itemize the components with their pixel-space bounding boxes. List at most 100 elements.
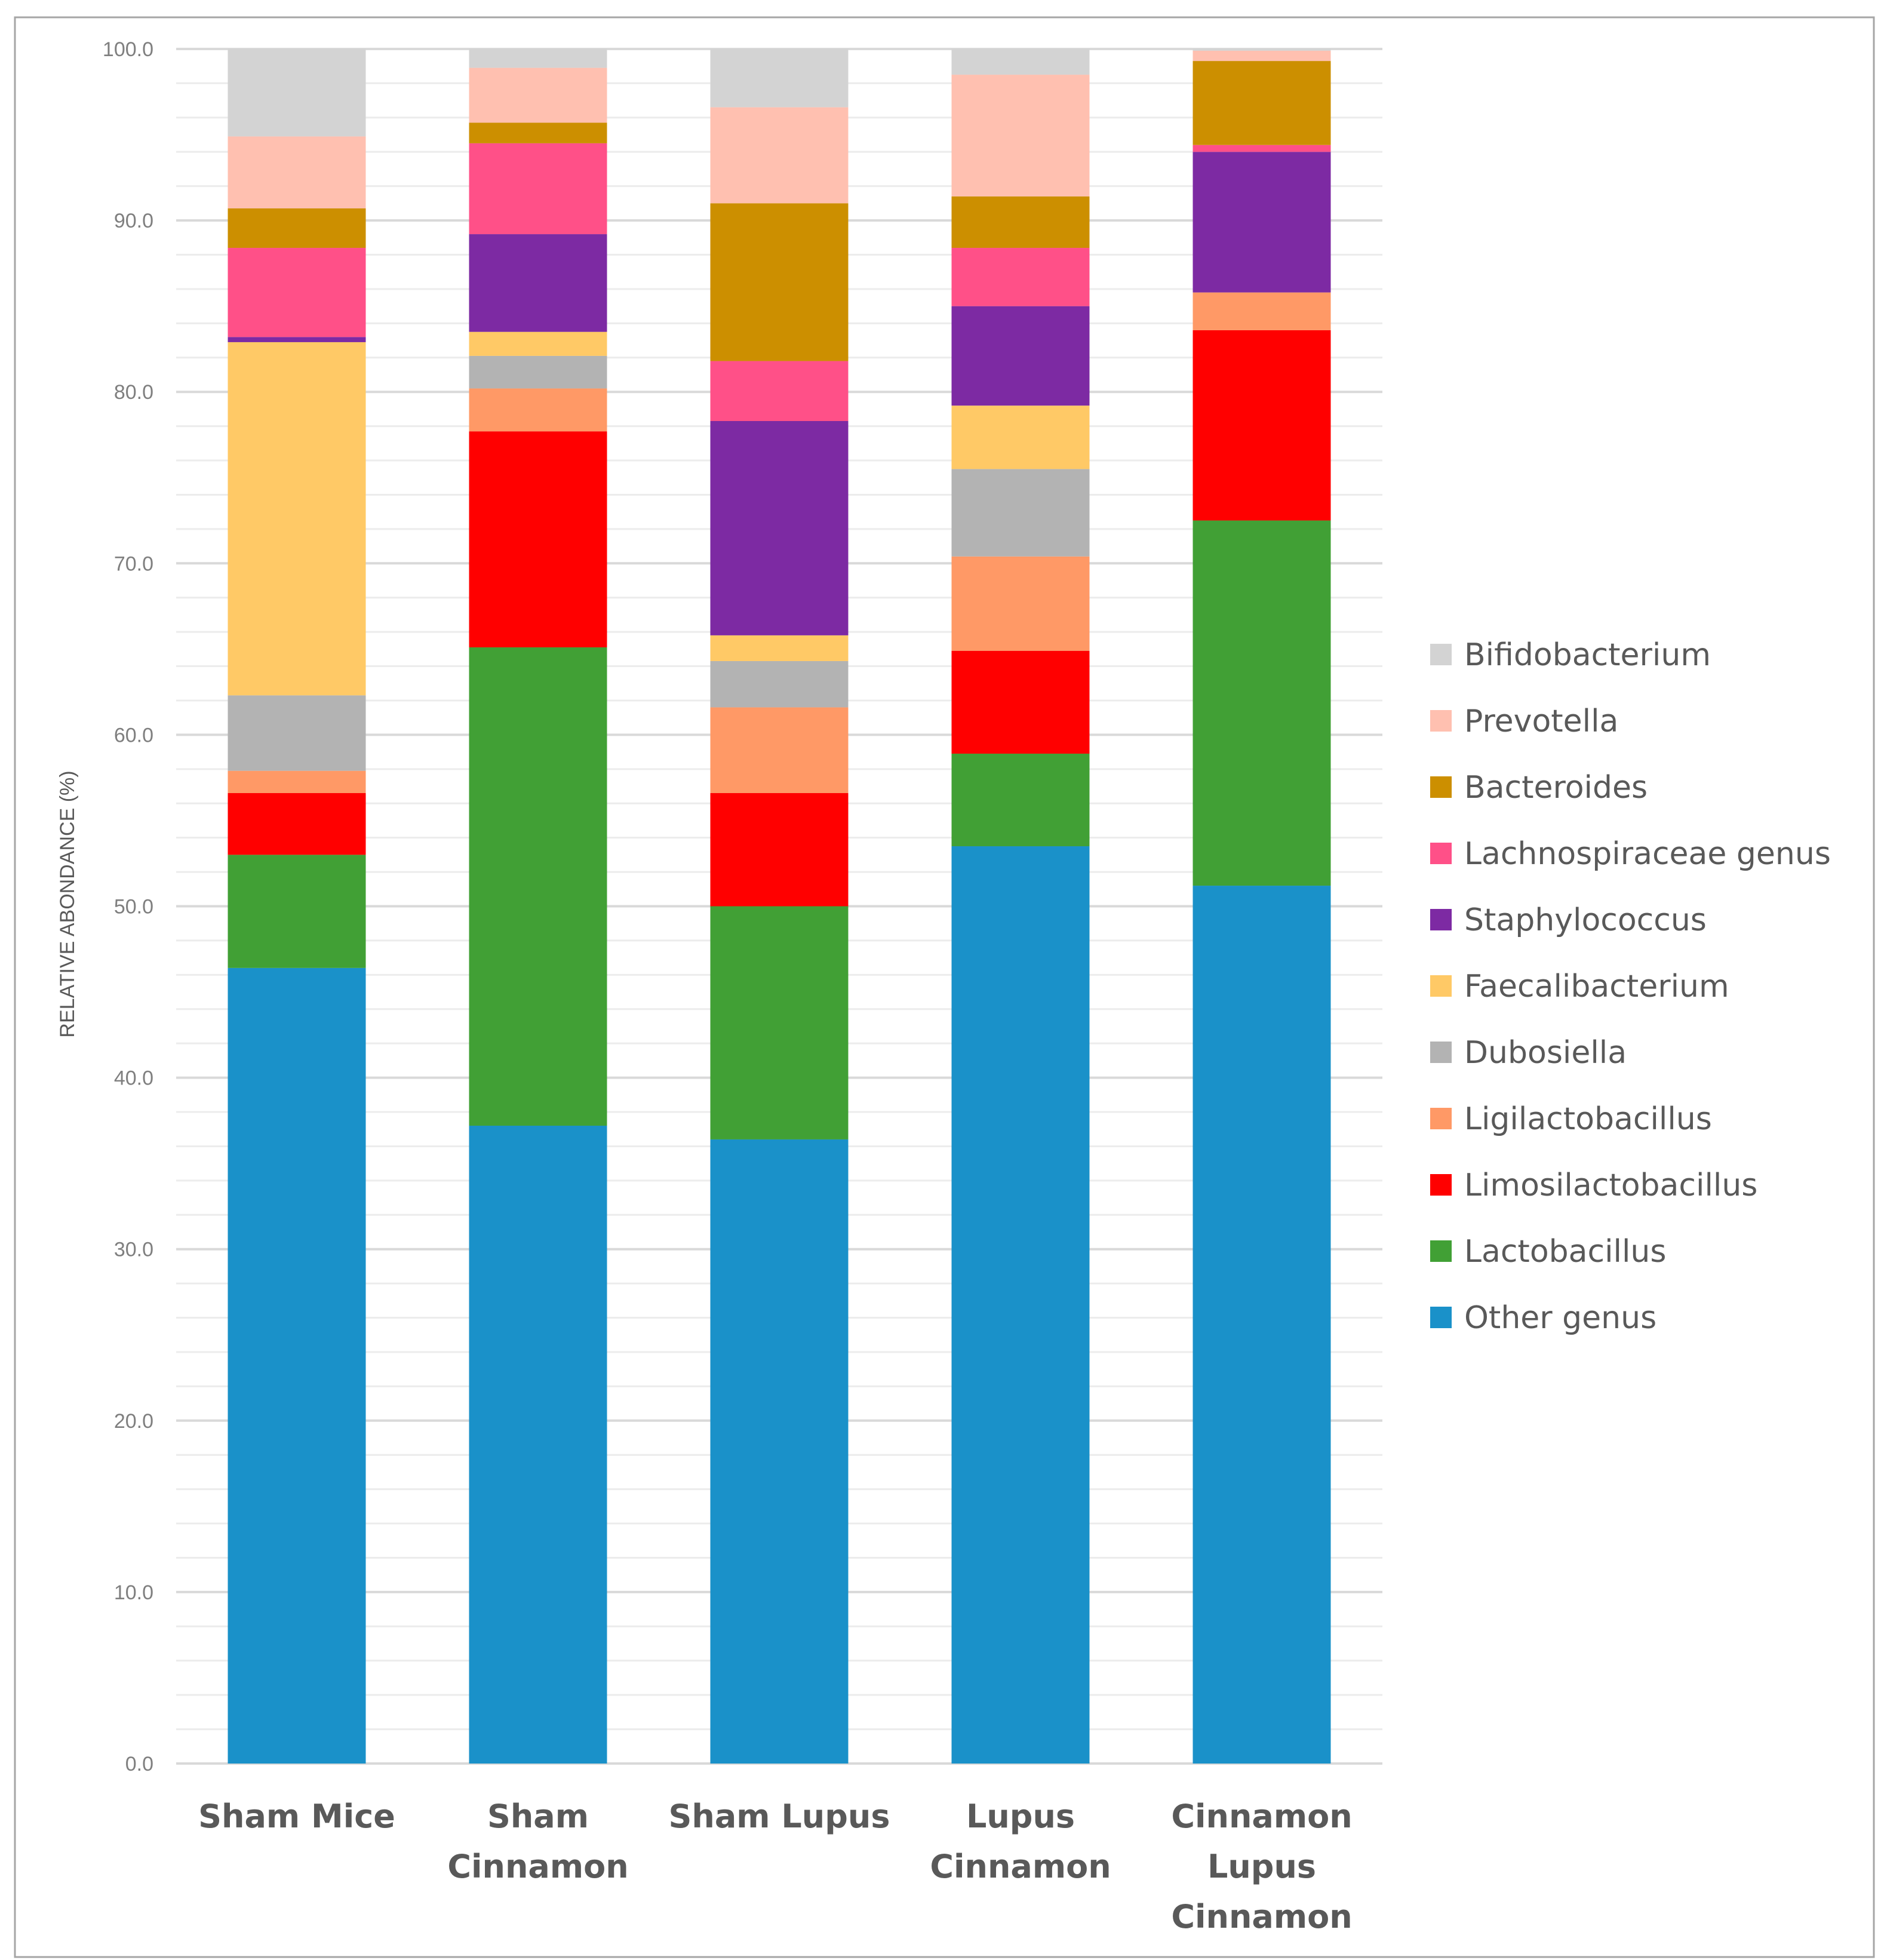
bar-segment-lactobacillus xyxy=(1193,520,1331,886)
bar-segment-dubosiella xyxy=(228,695,366,771)
bar-segment-lactobacillus xyxy=(469,647,607,1126)
legend-swatch xyxy=(1430,1307,1452,1328)
bar-segment-ligilactobacillus xyxy=(710,707,849,794)
legend-label: Lachnospiraceae genus xyxy=(1464,836,1831,872)
legend: Bifidobacterium Prevotella Bacteroides Lach… xyxy=(1430,637,1831,1336)
bar-segment-ligilactobacillus xyxy=(228,770,366,794)
bar-segment-staphylococcus xyxy=(1193,152,1331,293)
legend-swatch xyxy=(1430,843,1452,864)
bar-segment-prevotella xyxy=(228,136,366,209)
bar-segment-dubosiella xyxy=(469,355,607,389)
legend-label: Ligilactobacillus xyxy=(1464,1101,1712,1137)
legend-swatch xyxy=(1430,1042,1452,1063)
y-tick-label: 20.0 xyxy=(114,1410,153,1433)
bar-segment-bifidobacterium xyxy=(1193,49,1331,51)
legend-label: Limosilactobacillus xyxy=(1464,1168,1757,1203)
bar-segment-other-genus xyxy=(469,1125,607,1764)
bar-segment-prevotella xyxy=(710,107,849,204)
bar-segment-dubosiella xyxy=(951,469,1090,557)
bar-segment-limosilactobacillus xyxy=(228,793,366,855)
y-tick-label: 40.0 xyxy=(114,1067,153,1090)
y-tick-label: 10.0 xyxy=(114,1581,153,1604)
bar-segment-faecalibacterium xyxy=(228,342,366,696)
y-tick-label: 60.0 xyxy=(114,724,153,746)
legend-label: Prevotella xyxy=(1464,703,1618,739)
bar-segment-bacteroides xyxy=(951,196,1090,248)
category-label: Cinnamon xyxy=(1171,1898,1352,1936)
bar-segment-bifidobacterium xyxy=(951,49,1090,75)
bar-segment-ligilactobacillus xyxy=(469,388,607,432)
legend-swatch xyxy=(1430,644,1452,665)
bar-segment-lactobacillus xyxy=(710,906,849,1139)
legend-label: Bacteroides xyxy=(1464,770,1648,806)
bar-segment-bacteroides xyxy=(228,208,366,248)
bar-segment-lactobacillus xyxy=(228,855,366,968)
bar-segment-bacteroides xyxy=(1193,61,1331,145)
bar-segment-limosilactobacillus xyxy=(710,793,849,907)
bar-segment-staphylococcus xyxy=(469,234,607,332)
bar-segment-staphylococcus xyxy=(951,306,1090,406)
bar-segment-limosilactobacillus xyxy=(1193,330,1331,521)
bar-segment-lachnospiraceae-genus xyxy=(228,248,366,337)
category-label: Cinnamon xyxy=(447,1848,628,1885)
legend-swatch xyxy=(1430,776,1452,798)
category-label: Lupus xyxy=(1207,1848,1316,1885)
bar-segment-faecalibacterium xyxy=(951,405,1090,469)
y-tick-label: 90.0 xyxy=(114,210,153,232)
bar-segment-ligilactobacillus xyxy=(951,556,1090,651)
bar-segment-prevotella xyxy=(469,67,607,123)
category-label: Cinnamon xyxy=(930,1848,1111,1885)
bar-segment-ligilactobacillus xyxy=(1193,292,1331,330)
y-axis-label: RELATIVE ABONDANCE (%) xyxy=(56,770,79,1037)
y-tick-label: 70.0 xyxy=(114,552,153,575)
bar-segment-staphylococcus xyxy=(228,337,366,342)
bar-segment-other-genus xyxy=(710,1139,849,1764)
bar-segment-limosilactobacillus xyxy=(951,650,1090,754)
legend-swatch xyxy=(1430,1240,1452,1262)
y-tick-label: 30.0 xyxy=(114,1239,153,1261)
y-tick-label: 80.0 xyxy=(114,381,153,404)
legend-label: Faecalibacterium xyxy=(1464,969,1729,1004)
bar-segment-lachnospiraceae-genus xyxy=(951,248,1090,306)
legend-label: Other genus xyxy=(1464,1300,1656,1336)
bar-segment-lactobacillus xyxy=(951,753,1090,847)
legend-swatch xyxy=(1430,710,1452,732)
bar-segment-other-genus xyxy=(228,967,366,1764)
y-tick-label: 0.0 xyxy=(125,1753,153,1775)
legend-swatch xyxy=(1430,909,1452,930)
bar-segment-faecalibacterium xyxy=(469,331,607,356)
bar-segment-limosilactobacillus xyxy=(469,431,607,647)
legend-label: Lactobacillus xyxy=(1464,1234,1666,1270)
bar-segment-dubosiella xyxy=(710,660,849,708)
category-label: Lupus xyxy=(966,1798,1075,1835)
bar-segment-bifidobacterium xyxy=(710,49,849,107)
bar-segment-other-genus xyxy=(951,846,1090,1764)
y-tick-labels: 0.0 10.0 20.0 30.0 40.0 50.0 60.0 70.0 80.0 90.0 1… xyxy=(103,38,153,1775)
legend-label: Dubosiella xyxy=(1464,1035,1627,1071)
bar-segment-bacteroides xyxy=(710,203,849,361)
legend-swatch xyxy=(1430,1174,1452,1196)
legend-label: Bifidobacterium xyxy=(1464,637,1711,673)
bar-segment-prevotella xyxy=(1193,50,1331,62)
bar-segment-bifidobacterium xyxy=(469,49,607,68)
bar-segment-other-genus xyxy=(1193,886,1331,1764)
legend-label: Staphylococcus xyxy=(1464,902,1707,938)
bar-segment-prevotella xyxy=(951,75,1090,196)
category-label: Sham xyxy=(487,1798,589,1835)
y-tick-label: 50.0 xyxy=(114,896,153,918)
category-label: Cinnamon xyxy=(1171,1798,1352,1835)
bar-segment-staphylococcus xyxy=(710,421,849,635)
legend-swatch xyxy=(1430,1108,1452,1129)
bar-segment-lachnospiraceae-genus xyxy=(469,143,607,235)
bars xyxy=(228,49,1331,1764)
category-label: Sham Mice xyxy=(198,1798,395,1835)
category-label: Sham Lupus xyxy=(669,1798,890,1835)
category-labels: Sham Mice Sham Cinnamon Sham Lupus Lupus Cinn… xyxy=(198,1798,1353,1936)
bar-segment-faecalibacterium xyxy=(710,635,849,661)
bar-segment-bacteroides xyxy=(469,122,607,143)
y-tick-label: 100.0 xyxy=(103,38,153,61)
bar-segment-lachnospiraceae-genus xyxy=(1193,145,1331,152)
bar-segment-bifidobacterium xyxy=(228,49,366,137)
